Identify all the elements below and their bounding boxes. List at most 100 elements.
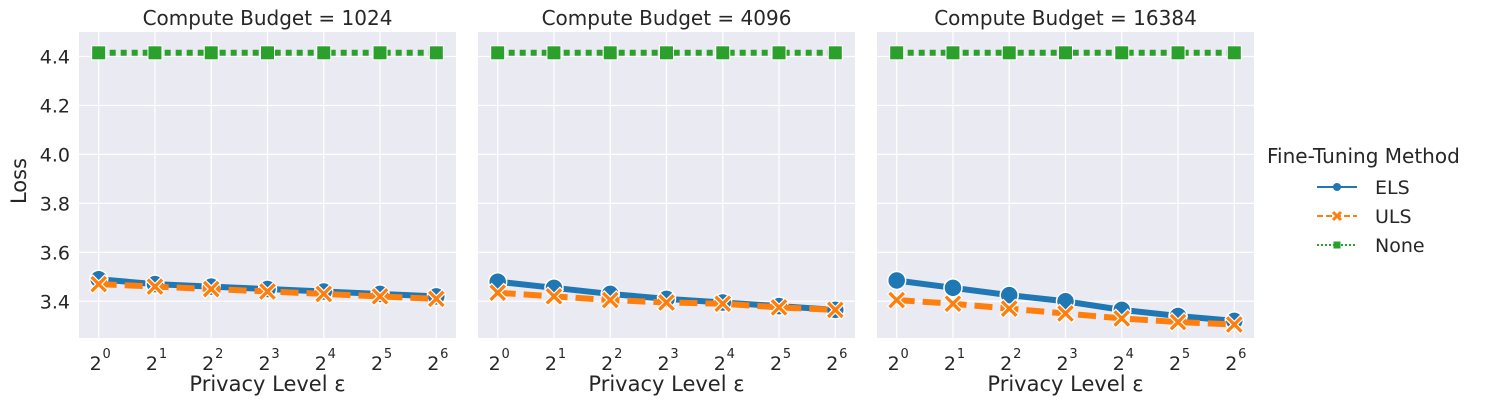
panel-title: Compute Budget = 4096 bbox=[542, 6, 792, 30]
x-tick-exponent: 4 bbox=[1126, 347, 1134, 362]
data-point bbox=[372, 45, 388, 61]
data-point bbox=[257, 281, 278, 302]
data-point bbox=[546, 45, 562, 61]
x-tick-exponent: 3 bbox=[271, 347, 279, 362]
data-point bbox=[1226, 45, 1242, 61]
data-point bbox=[656, 292, 677, 313]
x-axis-label: Privacy Level ε bbox=[189, 372, 345, 396]
data-point bbox=[768, 297, 790, 318]
data-point bbox=[144, 276, 166, 297]
chart-panels: Compute Budget = 1024 3.4 3.6 3.8 4.0 4.2 4.4 2… bbox=[40, 6, 1254, 396]
data-point bbox=[886, 270, 907, 291]
x-tick-label: 2 bbox=[90, 353, 102, 375]
x-tick-label: 2 bbox=[714, 353, 726, 375]
data-point bbox=[659, 45, 674, 61]
x-tick-exponent: 1 bbox=[957, 347, 965, 362]
series-uls bbox=[88, 274, 447, 309]
x-tick-label: 2 bbox=[1113, 353, 1125, 375]
x-tick-exponent: 6 bbox=[440, 347, 448, 362]
x-tick-exponent: 5 bbox=[783, 347, 791, 362]
data-point bbox=[369, 286, 391, 307]
y-tick-label: 3.4 bbox=[40, 291, 70, 313]
x-tick-exponent: 3 bbox=[1069, 347, 1077, 362]
y-tick-label: 3.6 bbox=[40, 242, 70, 264]
y-tick-label: 3.8 bbox=[40, 193, 70, 215]
data-point bbox=[203, 45, 219, 61]
x-tick-label: 2 bbox=[202, 353, 214, 375]
x-tick-label: 2 bbox=[1056, 353, 1068, 375]
x-tick-exponent: 5 bbox=[1182, 347, 1190, 362]
x-tick-label: 2 bbox=[944, 353, 956, 375]
data-point bbox=[999, 285, 1019, 305]
data-point bbox=[943, 278, 963, 298]
data-point bbox=[999, 298, 1020, 319]
x-axis-label: Privacy Level ε bbox=[987, 372, 1143, 396]
legend-title: Fine-Tuning Method bbox=[1267, 144, 1460, 168]
x-tick-exponent: 0 bbox=[901, 347, 909, 362]
legend-item-els: ELS bbox=[1317, 177, 1410, 199]
x-tick-exponent: 2 bbox=[215, 347, 223, 362]
x-tick-label: 2 bbox=[545, 353, 557, 375]
data-point bbox=[428, 45, 444, 61]
x-tick-exponent: 5 bbox=[384, 347, 392, 362]
data-point bbox=[715, 45, 731, 61]
data-point bbox=[201, 278, 222, 300]
legend-marker bbox=[1331, 210, 1343, 222]
series-none bbox=[91, 45, 444, 61]
data-point bbox=[1111, 308, 1132, 329]
data-point bbox=[313, 283, 334, 304]
x-tick-label: 2 bbox=[770, 353, 782, 375]
legend-label: ULS bbox=[1375, 206, 1412, 228]
data-point bbox=[600, 290, 621, 311]
data-point bbox=[543, 286, 565, 307]
data-point bbox=[487, 282, 508, 303]
x-tick-exponent: 0 bbox=[103, 347, 111, 362]
x-tick-label: 2 bbox=[427, 353, 439, 375]
x-tick-label: 2 bbox=[826, 353, 838, 375]
x-tick-label: 2 bbox=[1225, 353, 1237, 375]
x-tick-label: 2 bbox=[258, 353, 270, 375]
legend-label: ELS bbox=[1375, 177, 1410, 199]
data-point bbox=[886, 290, 907, 311]
legend-item-uls: ULS bbox=[1317, 206, 1412, 228]
legend-marker bbox=[1333, 183, 1341, 191]
x-tick-exponent: 4 bbox=[727, 347, 735, 362]
x-tick-exponent: 2 bbox=[614, 347, 622, 362]
x-tick-label: 2 bbox=[489, 353, 501, 375]
y-tick-label: 4.4 bbox=[40, 46, 70, 68]
data-point bbox=[771, 45, 787, 61]
y-axis-label: Loss bbox=[7, 158, 31, 204]
x-tick-exponent: 1 bbox=[159, 347, 167, 362]
series-none bbox=[490, 45, 843, 61]
data-point bbox=[490, 45, 506, 61]
x-tick-label: 2 bbox=[601, 353, 613, 375]
x-tick-exponent: 6 bbox=[1238, 347, 1246, 362]
x-tick-label: 2 bbox=[657, 353, 669, 375]
y-tick-label: 4.2 bbox=[40, 95, 70, 117]
x-tick-exponent: 3 bbox=[670, 347, 678, 362]
data-point bbox=[1114, 45, 1130, 61]
data-point bbox=[260, 45, 275, 61]
data-point bbox=[602, 45, 618, 61]
legend: Fine-Tuning Method ELS ULS None bbox=[1267, 144, 1460, 257]
data-point bbox=[1001, 45, 1017, 61]
data-point bbox=[945, 45, 961, 61]
x-tick-exponent: 6 bbox=[839, 347, 847, 362]
x-axis-label: Privacy Level ε bbox=[588, 372, 744, 396]
series-uls bbox=[487, 282, 846, 320]
legend-item-none: None bbox=[1317, 235, 1425, 257]
data-point bbox=[147, 45, 163, 61]
x-tick-label: 2 bbox=[1169, 353, 1181, 375]
data-point bbox=[88, 274, 109, 295]
series-none bbox=[889, 45, 1242, 61]
data-point bbox=[1224, 314, 1245, 335]
data-point bbox=[1055, 303, 1076, 324]
x-tick-exponent: 1 bbox=[558, 347, 566, 362]
legend-marker bbox=[1333, 241, 1341, 249]
data-point bbox=[426, 288, 447, 309]
panel-title: Compute Budget = 1024 bbox=[143, 6, 393, 30]
data-point bbox=[1058, 45, 1073, 61]
data-point bbox=[316, 45, 332, 61]
